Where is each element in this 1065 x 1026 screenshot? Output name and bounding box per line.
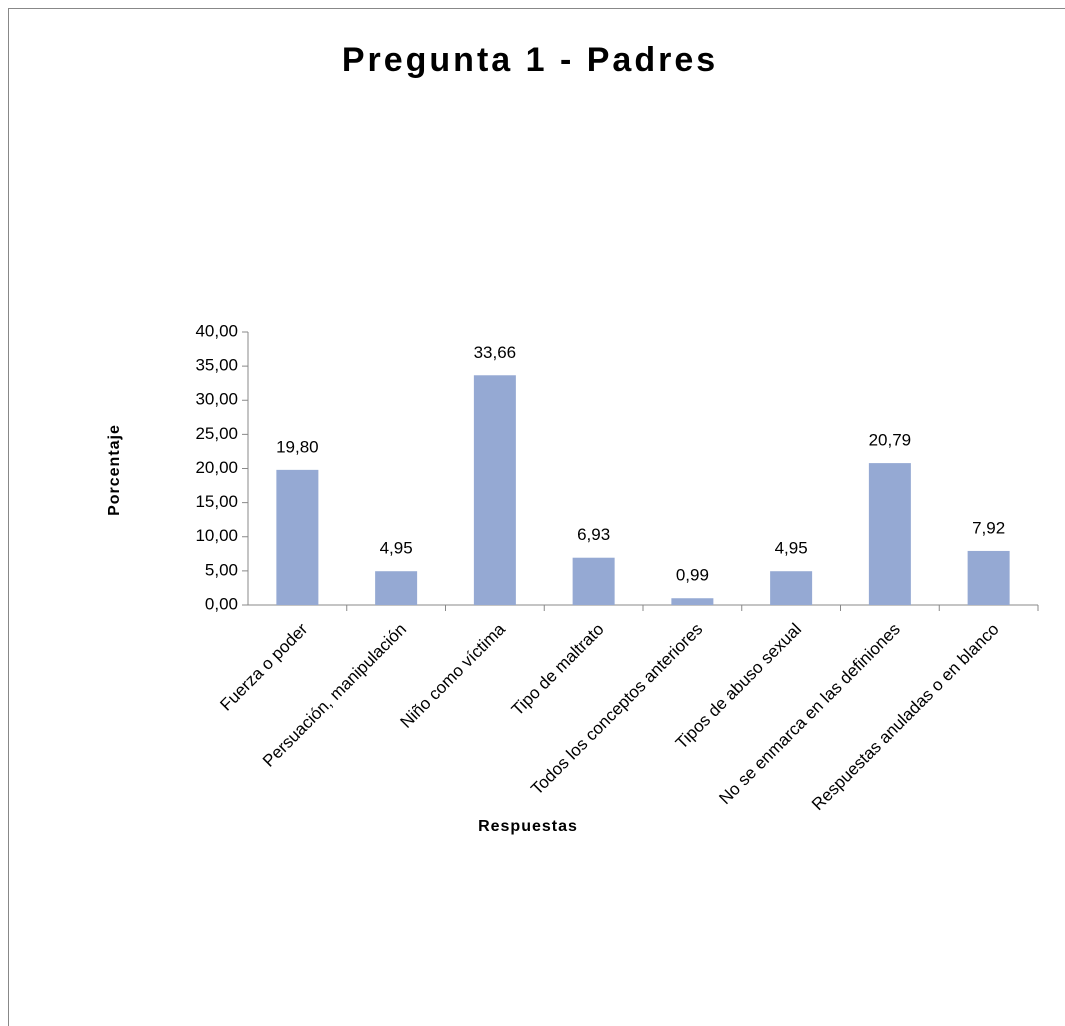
value-label: 7,92 [972,518,1005,537]
bar [868,463,911,605]
value-label: 6,93 [577,525,610,544]
bar [967,550,1010,605]
value-label: 19,80 [276,437,319,456]
y-tick-label: 25,00 [195,424,238,443]
bar [671,598,714,605]
y-tick-label: 35,00 [195,356,238,375]
value-label: 4,95 [775,539,808,558]
y-axis-title: Porcentaje [106,424,123,516]
bar [572,557,615,605]
y-tick-label: 20,00 [195,458,238,477]
bar [375,571,418,605]
chart-title: Pregunta 1 - Padres [342,41,718,79]
y-tick-label: 40,00 [195,321,238,340]
value-label: 20,79 [869,431,912,450]
bar [770,571,813,605]
bar [276,469,319,605]
y-tick-label: 5,00 [205,560,238,579]
y-tick-label: 0,00 [205,594,238,613]
y-tick-label: 15,00 [195,492,238,511]
value-label: 4,95 [380,539,413,558]
x-axis-title: Respuestas [478,818,578,835]
y-tick-label: 30,00 [195,390,238,409]
value-label: 33,66 [474,343,517,362]
y-tick-label: 10,00 [195,526,238,545]
value-label: 0,99 [676,566,709,585]
bar [473,375,516,605]
